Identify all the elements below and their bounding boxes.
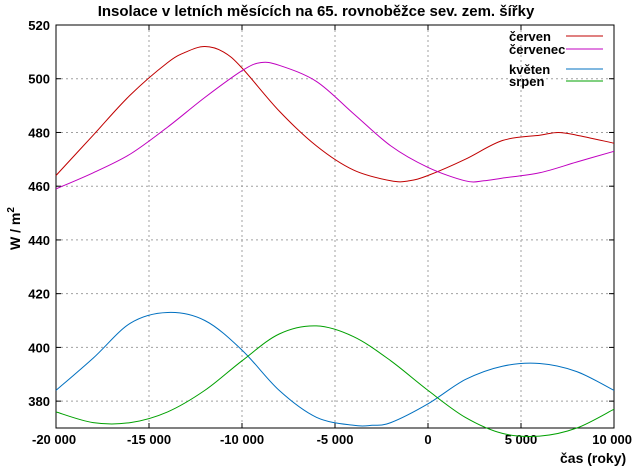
y-tick-label: 380 xyxy=(28,394,50,409)
y-tick-label: 520 xyxy=(28,18,50,33)
x-tick-label: -15 000 xyxy=(127,432,171,447)
series-line-3 xyxy=(55,311,615,427)
series-line-2 xyxy=(55,61,615,190)
x-tick-label: -20 000 xyxy=(32,432,76,447)
y-axis-label-superscript: 2 xyxy=(6,207,17,213)
x-axis-label: čas (roky) xyxy=(560,450,626,466)
x-tick-label: 0 xyxy=(424,432,431,447)
axis-ticks: -20 000 -15 000 -10 000 -5 000 0 5 000 10 000 3… xyxy=(28,18,632,447)
x-tick-label: 5 000 xyxy=(505,432,538,447)
y-axis-label: W / m2 xyxy=(6,207,23,250)
legend-label: červenec xyxy=(509,42,565,57)
y-axis-label-main: W / m xyxy=(7,213,23,250)
legend-label: květen xyxy=(509,62,550,77)
y-tick-label: 420 xyxy=(28,287,50,302)
x-tick-label: -10 000 xyxy=(220,432,264,447)
y-tick-label: 440 xyxy=(28,233,50,248)
y-tick-label: 480 xyxy=(28,125,50,140)
x-tick-label: 10 000 xyxy=(592,432,632,447)
y-tick-label: 500 xyxy=(28,72,50,87)
legend-label: srpen xyxy=(509,74,544,89)
y-tick-label: 460 xyxy=(28,179,50,194)
series-line-1 xyxy=(55,45,615,183)
legend-label: červen xyxy=(509,29,551,44)
series-layer xyxy=(55,45,615,437)
series-line-4 xyxy=(55,325,615,437)
x-tick-label: -5 000 xyxy=(317,432,354,447)
chart-title: Insolace v letních měsících na 65. rovno… xyxy=(98,3,535,20)
y-tick-label: 400 xyxy=(28,340,50,355)
